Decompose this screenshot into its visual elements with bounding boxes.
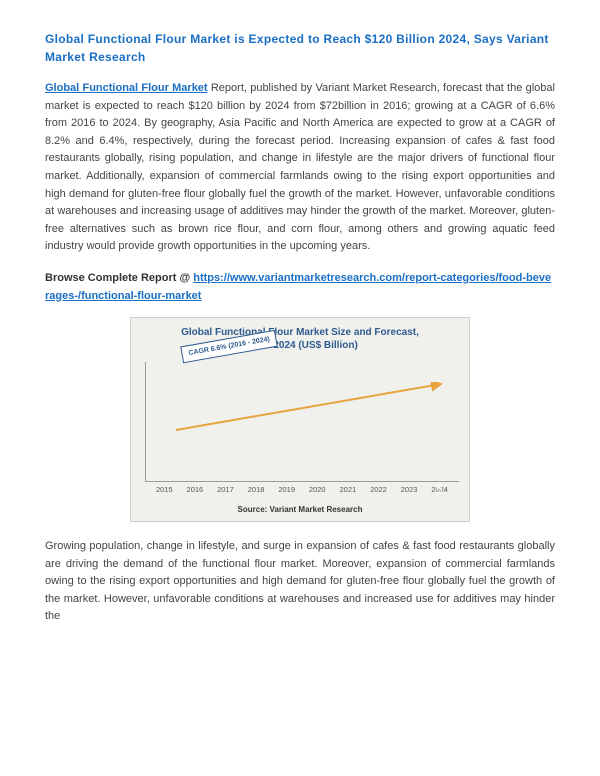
x-tick-label: 2017 xyxy=(210,484,241,496)
x-tick-label: 2020 xyxy=(302,484,333,496)
x-tick-label: 2018 xyxy=(241,484,272,496)
body-paragraph-2: Growing population, change in lifestyle,… xyxy=(45,538,555,626)
x-tick-label: 2015 xyxy=(149,484,180,496)
intro-text: Report, published by Variant Market Rese… xyxy=(45,82,555,252)
page-headline: Global Functional Flour Market is Expect… xyxy=(45,30,555,66)
browse-line: Browse Complete Report @ https://www.var… xyxy=(45,270,555,305)
bars-container: 120 xyxy=(146,362,459,481)
chart-plot-area: 120 xyxy=(145,362,459,482)
x-tick-label: 2019 xyxy=(271,484,302,496)
x-tick-label: 2022 xyxy=(363,484,394,496)
x-tick-label: 2021 xyxy=(333,484,364,496)
forecast-chart: Global Functional Flour Market Size and … xyxy=(130,317,470,522)
chart-title-line1: Global Functional Flour Market Size and … xyxy=(181,327,419,338)
chart-source: Source: Variant Market Research xyxy=(141,502,459,517)
report-link[interactable]: Global Functional Flour Market xyxy=(45,82,208,94)
x-tick-label: 2023 xyxy=(394,484,425,496)
intro-paragraph: Global Functional Flour Market Report, p… xyxy=(45,80,555,256)
x-axis-labels: 2015201620172018201920202021202220232024 xyxy=(145,482,459,496)
x-tick-label: 2016 xyxy=(180,484,211,496)
browse-label: Browse Complete Report @ xyxy=(45,272,193,284)
bar-value-label: 120 xyxy=(434,483,445,495)
